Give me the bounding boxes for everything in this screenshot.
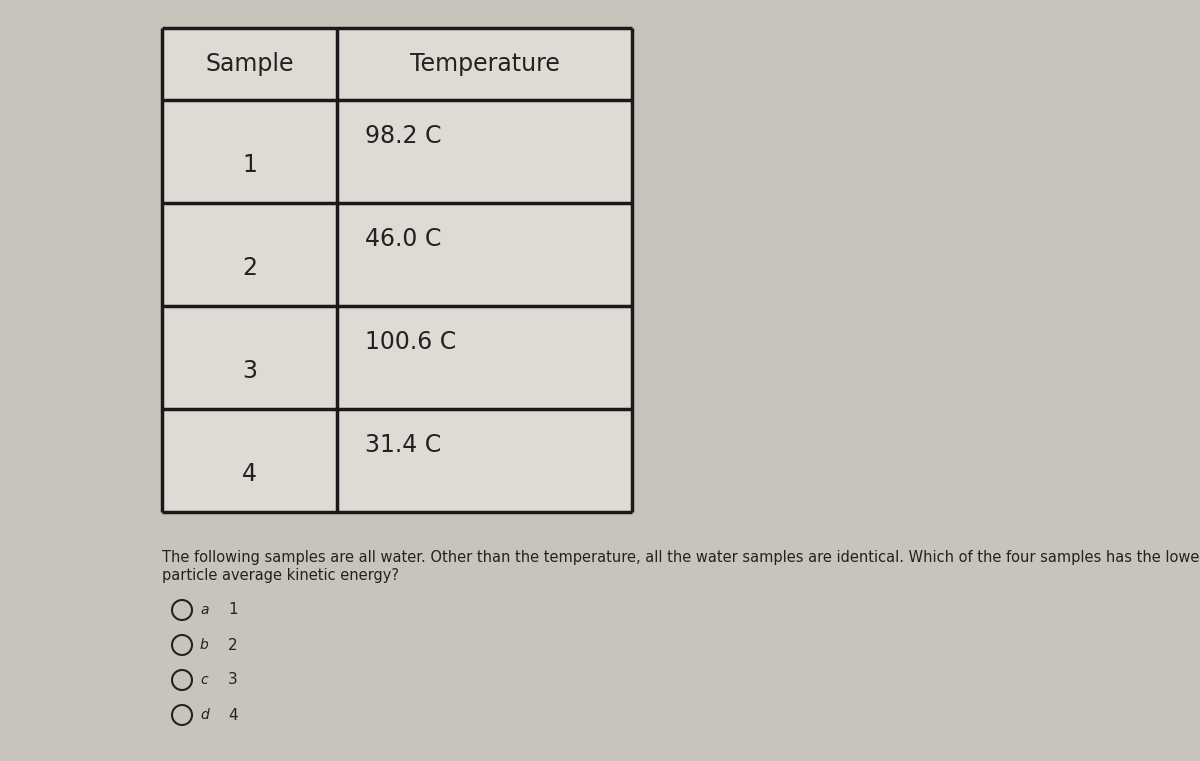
Text: a: a — [200, 603, 209, 617]
Bar — [162, 28, 632, 512]
Text: 1: 1 — [242, 153, 257, 177]
Text: 1: 1 — [228, 603, 238, 617]
Text: 4: 4 — [242, 462, 257, 486]
Text: 2: 2 — [228, 638, 238, 652]
Text: 100.6 C: 100.6 C — [365, 330, 456, 354]
Text: 3: 3 — [242, 359, 257, 383]
Text: 4: 4 — [228, 708, 238, 722]
Text: d: d — [200, 708, 209, 722]
Text: 98.2 C: 98.2 C — [365, 124, 442, 148]
Text: Sample: Sample — [205, 52, 294, 76]
Text: c: c — [200, 673, 208, 687]
Text: The following samples are all water. Other than the temperature, all the water s: The following samples are all water. Oth… — [162, 550, 1200, 565]
Text: 2: 2 — [242, 256, 257, 280]
Text: 46.0 C: 46.0 C — [365, 227, 442, 251]
Text: particle average kinetic energy?: particle average kinetic energy? — [162, 568, 398, 583]
Text: Temperature: Temperature — [409, 52, 559, 76]
Text: b: b — [200, 638, 209, 652]
Text: 31.4 C: 31.4 C — [365, 433, 442, 457]
Text: 3: 3 — [228, 673, 238, 687]
